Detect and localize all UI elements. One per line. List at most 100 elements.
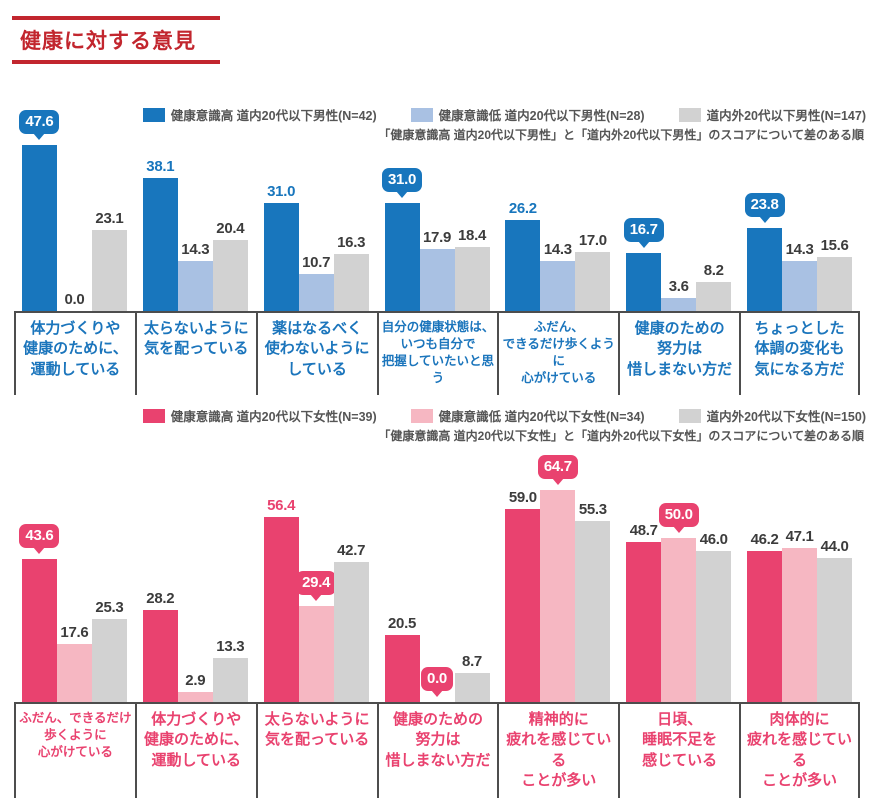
value-bubble: 23.8 [744, 193, 785, 223]
legend-swatch-low [410, 107, 433, 122]
category-label-line: いつも自分で [400, 336, 476, 351]
legend-item: 健康意識低 道内20代以下男性(N=28) [410, 105, 645, 124]
category-label-line: 努力は [657, 340, 703, 358]
value-label: 14.3 [181, 241, 210, 258]
legend-swatch-high [142, 107, 165, 122]
category-label-line: 気を配っている [144, 340, 249, 358]
value-label: 44.0 [820, 538, 849, 555]
category-label: 精神的に 疲れを感じている ことが多い [497, 704, 618, 798]
sort-order-note: 「健康意識高 道内20代以下女性」と「道内外20代以下女性」のスコアについて差の… [378, 429, 864, 443]
category-label-line: 努力は [415, 731, 461, 749]
category-label-line: 太らないように [143, 320, 249, 337]
category-label-line: 体調の変化も [754, 340, 845, 358]
category-label: 体力づくりや 健康のために、 運動している [134, 704, 256, 798]
value-bubble: 64.7 [537, 455, 578, 485]
bar-high [142, 178, 178, 311]
value-label: 59.0 [508, 489, 537, 506]
bar-all [212, 658, 248, 702]
men-legend: 健康意識高 道内20代以下男性(N=42) 健康意識低 道内20代以下男性(N=2… [0, 106, 872, 123]
bubble-tail [637, 241, 650, 248]
category-label-line: 運動している [30, 360, 121, 378]
bar-all [817, 558, 853, 702]
bar-all [575, 252, 611, 311]
category-label: 健康のための 努力は惜しまない方だ [618, 313, 739, 395]
bubble-tail [310, 594, 323, 601]
value-label: 13.3 [216, 638, 245, 655]
bar-low [540, 261, 576, 311]
category-labels: 体力づくりや 健康のために、 運動している 太らないように 気を配っている 薬はなるべく使… [14, 311, 860, 395]
category-label: ふだん、できるだけ歩くように心がけている [497, 313, 618, 395]
category-label-line: 体力づくりや [151, 711, 242, 728]
bar-all [696, 551, 732, 702]
bar-all [696, 282, 732, 311]
bubble-tail [396, 191, 408, 198]
value-label: 18.4 [458, 227, 486, 244]
category-label: 体力づくりや 健康のために、 運動している [14, 313, 135, 395]
legend-item: 健康意識高 道内20代以下男性(N=42) [142, 105, 377, 124]
page-title: 健康に対する意見 [12, 16, 220, 64]
bar-high [263, 517, 299, 702]
category-label-line: 薬はなるべく [272, 320, 363, 337]
bar-high [21, 145, 57, 311]
value-label: 26.2 [508, 200, 537, 217]
category-label-line: できるだけ歩くように [502, 336, 615, 368]
legend-label: 健康意識低 道内20代以下女性(N=34) [438, 410, 645, 424]
bar-low [177, 692, 213, 702]
value-label: 14.3 [785, 241, 814, 258]
bar-high [384, 203, 420, 311]
value-label: 3.6 [668, 278, 689, 295]
value-label: 2.9 [185, 672, 206, 689]
category-label-line: 惜しまない方だ [385, 751, 491, 769]
category-label: ふだん、できるだけ歩くように心がけている [14, 704, 135, 798]
bar-all [454, 673, 490, 702]
sort-order-note: 「健康意識高 道内20代以下男性」と「道内外20代以下男性」のスコアについて差の… [378, 128, 864, 142]
value-label: 10.7 [302, 254, 331, 271]
category-label-line: 健康のための [392, 711, 483, 728]
category-label-line: ちょっとした [754, 320, 845, 337]
value-bubble: 0.0 [421, 667, 453, 697]
category-labels: ふだん、できるだけ 歩くように 心がけている 体力づくりや 健康のために、 運動している太… [14, 702, 860, 798]
value-label: 23.1 [95, 210, 124, 227]
category-label-line: 運動している [151, 751, 242, 769]
category-label-line: 睡眠不足を [642, 731, 718, 749]
bar-low [298, 274, 334, 311]
bar-low [419, 249, 455, 311]
category-label-line: 把握していたいと思う [381, 353, 495, 385]
legend-label: 健康意識高 道内20代以下男性(N=42) [170, 109, 377, 123]
category-label-line: 使わないように [264, 340, 370, 358]
bar-high [505, 220, 541, 311]
bar-high [142, 610, 178, 702]
category-label: 日頃、 睡眠不足を 感じている [618, 704, 739, 798]
bar-high [21, 559, 57, 702]
legend-swatch-all [678, 408, 701, 423]
category-label-line: 健康のための [634, 320, 725, 337]
value-label: 46.0 [699, 531, 728, 548]
value-label: 20.5 [388, 615, 416, 632]
value-label: 38.1 [146, 158, 175, 175]
value-label: 0.0 [64, 291, 85, 308]
category-label: 肉体的に 疲れを感じている ことが多い [739, 704, 860, 798]
value-label: 48.7 [629, 522, 658, 539]
legend-item: 健康意識高 道内20代以下女性(N=39) [142, 406, 377, 425]
bar-high [505, 509, 541, 702]
value-label: 20.4 [216, 220, 245, 237]
bar-low [540, 490, 576, 702]
bar-all [817, 257, 853, 311]
bar-low [298, 606, 334, 702]
value-label: 55.3 [578, 501, 607, 518]
category-label-line: ふだん、 [533, 320, 584, 334]
bar-high [626, 542, 662, 702]
value-label: 28.2 [146, 590, 175, 607]
bar-high [626, 253, 662, 311]
category-label-line: ことが多い [521, 771, 597, 789]
value-label: 47.1 [785, 528, 814, 545]
category-label: 自分の健康状態は、 いつも自分で 把握していたいと思う [376, 313, 498, 395]
category-label: 薬はなるべく 使わないように している [255, 313, 377, 395]
women-chart-section: 健康意識高 道内20代以下女性(N=39) 健康意識低 道内20代以下女性(N=3… [0, 407, 872, 798]
bar-all [212, 240, 248, 311]
category-label-line: ふだん、できるだけ [19, 711, 132, 725]
category-label-line: 惜しまない方だ [627, 360, 733, 378]
value-label: 17.0 [578, 232, 607, 249]
category-label-line: 精神的に [528, 711, 589, 728]
